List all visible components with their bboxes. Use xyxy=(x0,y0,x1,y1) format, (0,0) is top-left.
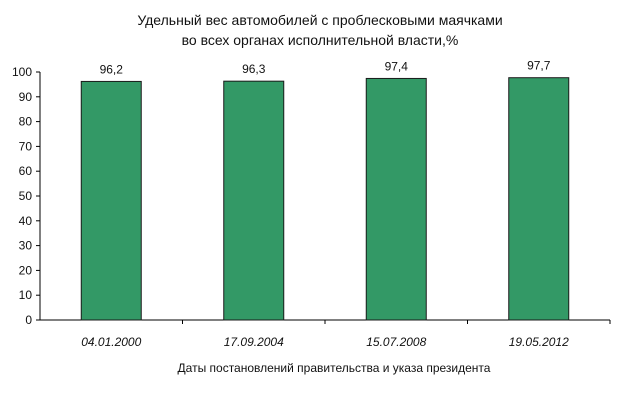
y-tick-label: 30 xyxy=(19,239,33,253)
bar-value-label: 96,3 xyxy=(242,62,266,76)
y-tick-label: 80 xyxy=(19,115,33,129)
chart-title-line-1: Удельный вес автомобилей с проблесковыми… xyxy=(137,12,503,28)
y-tick-label: 50 xyxy=(19,189,33,203)
bar-value-label: 97,7 xyxy=(527,59,551,73)
y-tick-label: 60 xyxy=(19,164,33,178)
bar xyxy=(365,77,427,321)
bar xyxy=(508,77,570,321)
x-category-label: 04.01.2000 xyxy=(81,335,141,349)
x-category-label: 15.07.2008 xyxy=(366,335,426,349)
y-tick-label: 10 xyxy=(19,288,33,302)
chart-title: Удельный вес автомобилей с проблесковыми… xyxy=(0,10,640,50)
y-tick-label: 100 xyxy=(12,65,32,79)
bar-value-label: 97,4 xyxy=(385,59,409,73)
bar xyxy=(80,80,142,321)
y-tick-label: 40 xyxy=(19,214,33,228)
y-tick-label: 20 xyxy=(19,263,33,277)
y-tick-label: 90 xyxy=(19,90,33,104)
y-tick-label: 70 xyxy=(19,139,33,153)
x-category-label: 17.09.2004 xyxy=(224,335,284,349)
chart-title-line-2: во всех органах исполнительной власти,% xyxy=(181,32,459,48)
x-category-label: 19.05.2012 xyxy=(509,335,569,349)
bar xyxy=(223,80,285,321)
bar-value-label: 96,2 xyxy=(100,62,124,76)
x-axis-title: Даты постановлений правительства и указа… xyxy=(178,361,491,375)
y-tick-label: 0 xyxy=(25,313,32,327)
